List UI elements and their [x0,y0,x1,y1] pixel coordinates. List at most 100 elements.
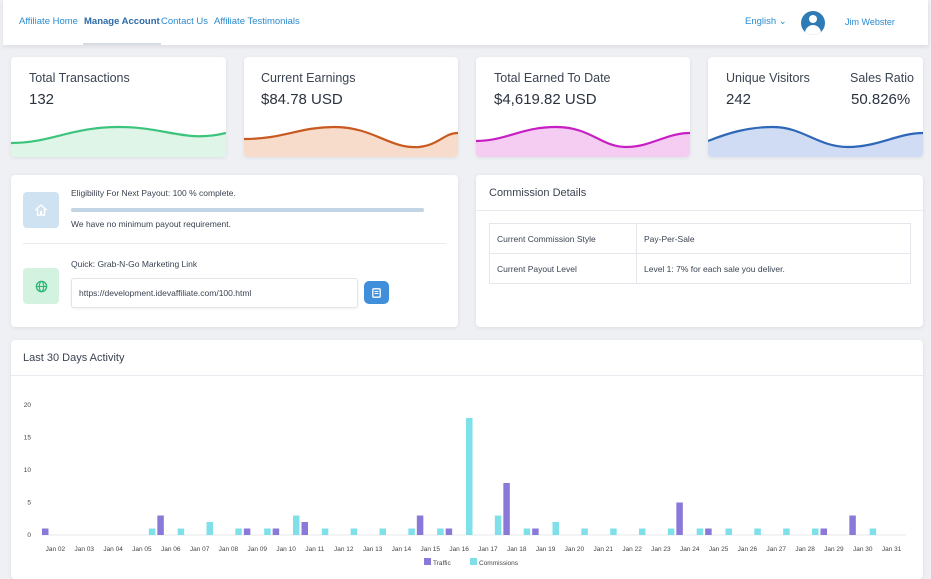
stat-card-total-earned: Total Earned To Date $4,619.82 USD [476,57,690,157]
bar-traffic [42,528,49,535]
bar-traffic [243,528,251,535]
legend-label: Traffic [433,560,451,567]
x-tick-label: Jan 26 [738,546,758,553]
nav-manage-account[interactable]: Manage Account [84,16,160,27]
table-cell: Current Payout Level [489,253,637,284]
table-cell: Current Commission Style [489,223,637,254]
activity-title: Last 30 Days Activity [23,352,125,364]
bar-commissions [667,528,675,535]
x-tick-label: Jan 21 [593,546,613,553]
table-row: Current Payout Level Level 1: 7% for eac… [489,253,911,284]
x-tick-label: Jan 29 [824,546,844,553]
stat-card-visitors: Unique Visitors 242 Sales Ratio 50.826% [708,57,923,157]
eligibility-text: Eligibility For Next Payout: 100 % compl… [71,188,236,198]
bar-commissions [610,528,617,535]
bar-traffic [532,528,539,535]
bar-commissions [869,528,877,535]
card-header-divider [11,375,923,376]
x-tick-label: Jan 24 [680,546,700,553]
x-tick-label: Jan 09 [247,546,267,553]
x-tick-label: Jan 28 [795,546,815,553]
legend-swatch [424,558,431,565]
table-cell: Pay-Per-Sale [636,223,911,254]
user-name-link[interactable]: Jim Webster [845,17,895,27]
bar-traffic [301,522,308,535]
bar-commissions [552,522,559,535]
home-icon [23,192,59,228]
x-tick-label: Jan 14 [392,546,412,553]
bar-traffic [272,528,280,535]
x-tick-label: Jan 27 [766,546,786,553]
x-tick-label: Jan 18 [507,546,527,553]
y-tick-label: 20 [24,402,32,409]
nav-contact-us[interactable]: Contact Us [161,16,208,27]
bar-commissions [293,515,300,535]
bar-commissions [466,418,473,535]
bar-commissions [350,528,358,535]
stat-value: 242 [726,91,752,108]
payout-progress-fill [71,208,424,212]
user-avatar-icon[interactable] [801,11,825,35]
bar-commissions [408,528,415,535]
commission-table: Current Commission Style Pay-Per-Sale Cu… [489,223,911,284]
section-divider [23,243,446,244]
x-tick-label: Jan 03 [74,546,94,553]
x-tick-label: Jan 08 [219,546,239,553]
table-cell: Level 1: 7% for each sale you deliver. [636,253,911,284]
globe-icon [23,268,59,304]
activity-bar-chart: 0 5 10 15 20 Jan 02 Jan 03 Jan 04 Jan 05 Jan 06 Ja… [24,402,906,567]
stat-label: Total Earned To Date [494,71,611,85]
bar-commissions [783,528,790,535]
x-tick-label: Jan 07 [190,546,210,553]
bar-commissions [437,528,444,535]
bar-commissions [264,528,271,535]
bar-traffic [849,515,856,535]
x-tick-label: Jan 05 [132,546,152,553]
bar-commissions [379,528,386,535]
bar-commissions [148,528,156,535]
bar-commissions [581,528,588,535]
bar-traffic [820,528,827,535]
sparkline-wave [708,125,923,157]
stat-label: Current Earnings [261,71,356,85]
nav-affiliate-testimonials[interactable]: Affiliate Testimonials [214,16,300,27]
x-tick-label: Jan 15 [420,546,440,553]
stat-label: Total Transactions [29,71,130,85]
y-tick-label: 10 [24,467,32,474]
marketing-link-label: Quick: Grab-N-Go Marketing Link [71,259,198,269]
bar-traffic [445,528,453,535]
language-dropdown[interactable]: English ⌄ [745,16,787,27]
bar-commissions [523,528,531,535]
bar-commissions [639,528,646,535]
x-tick-label: Jan 16 [449,546,469,553]
bar-commissions [235,528,242,535]
y-tick-label: 15 [24,435,32,442]
x-tick-label: Jan 25 [709,546,729,553]
bar-commissions [206,522,213,535]
x-tick-label: Jan 31 [882,546,902,553]
x-tick-label: Jan 12 [334,546,354,553]
x-tick-label: Jan 11 [305,546,324,553]
stat-value-secondary: 50.826% [851,91,911,108]
x-tick-label: Jan 04 [103,546,123,553]
stat-card-transactions: Total Transactions 132 [11,57,226,157]
x-tick-label: Jan 23 [651,546,671,553]
bar-traffic [503,483,510,535]
stat-value: $4,619.82 USD [494,91,597,108]
bar-traffic [157,515,164,535]
marketing-link-field[interactable]: https://development.idevaffiliate.com/10… [71,278,358,308]
nav-affiliate-home[interactable]: Affiliate Home [19,16,78,27]
legend-swatch [470,558,477,565]
y-tick-label: 0 [27,532,31,539]
bar-traffic [705,528,712,535]
table-row: Current Commission Style Pay-Per-Sale [489,223,911,254]
bar-commissions [177,528,185,535]
bar-commissions [725,528,732,535]
x-tick-label: Jan 22 [622,546,642,553]
stat-label: Unique Visitors [726,71,810,85]
copy-icon [372,287,381,298]
payout-progress-bar [71,208,424,212]
legend-label: Commissions [479,560,519,567]
commission-title: Commission Details [489,187,587,199]
copy-link-button[interactable] [364,281,389,304]
